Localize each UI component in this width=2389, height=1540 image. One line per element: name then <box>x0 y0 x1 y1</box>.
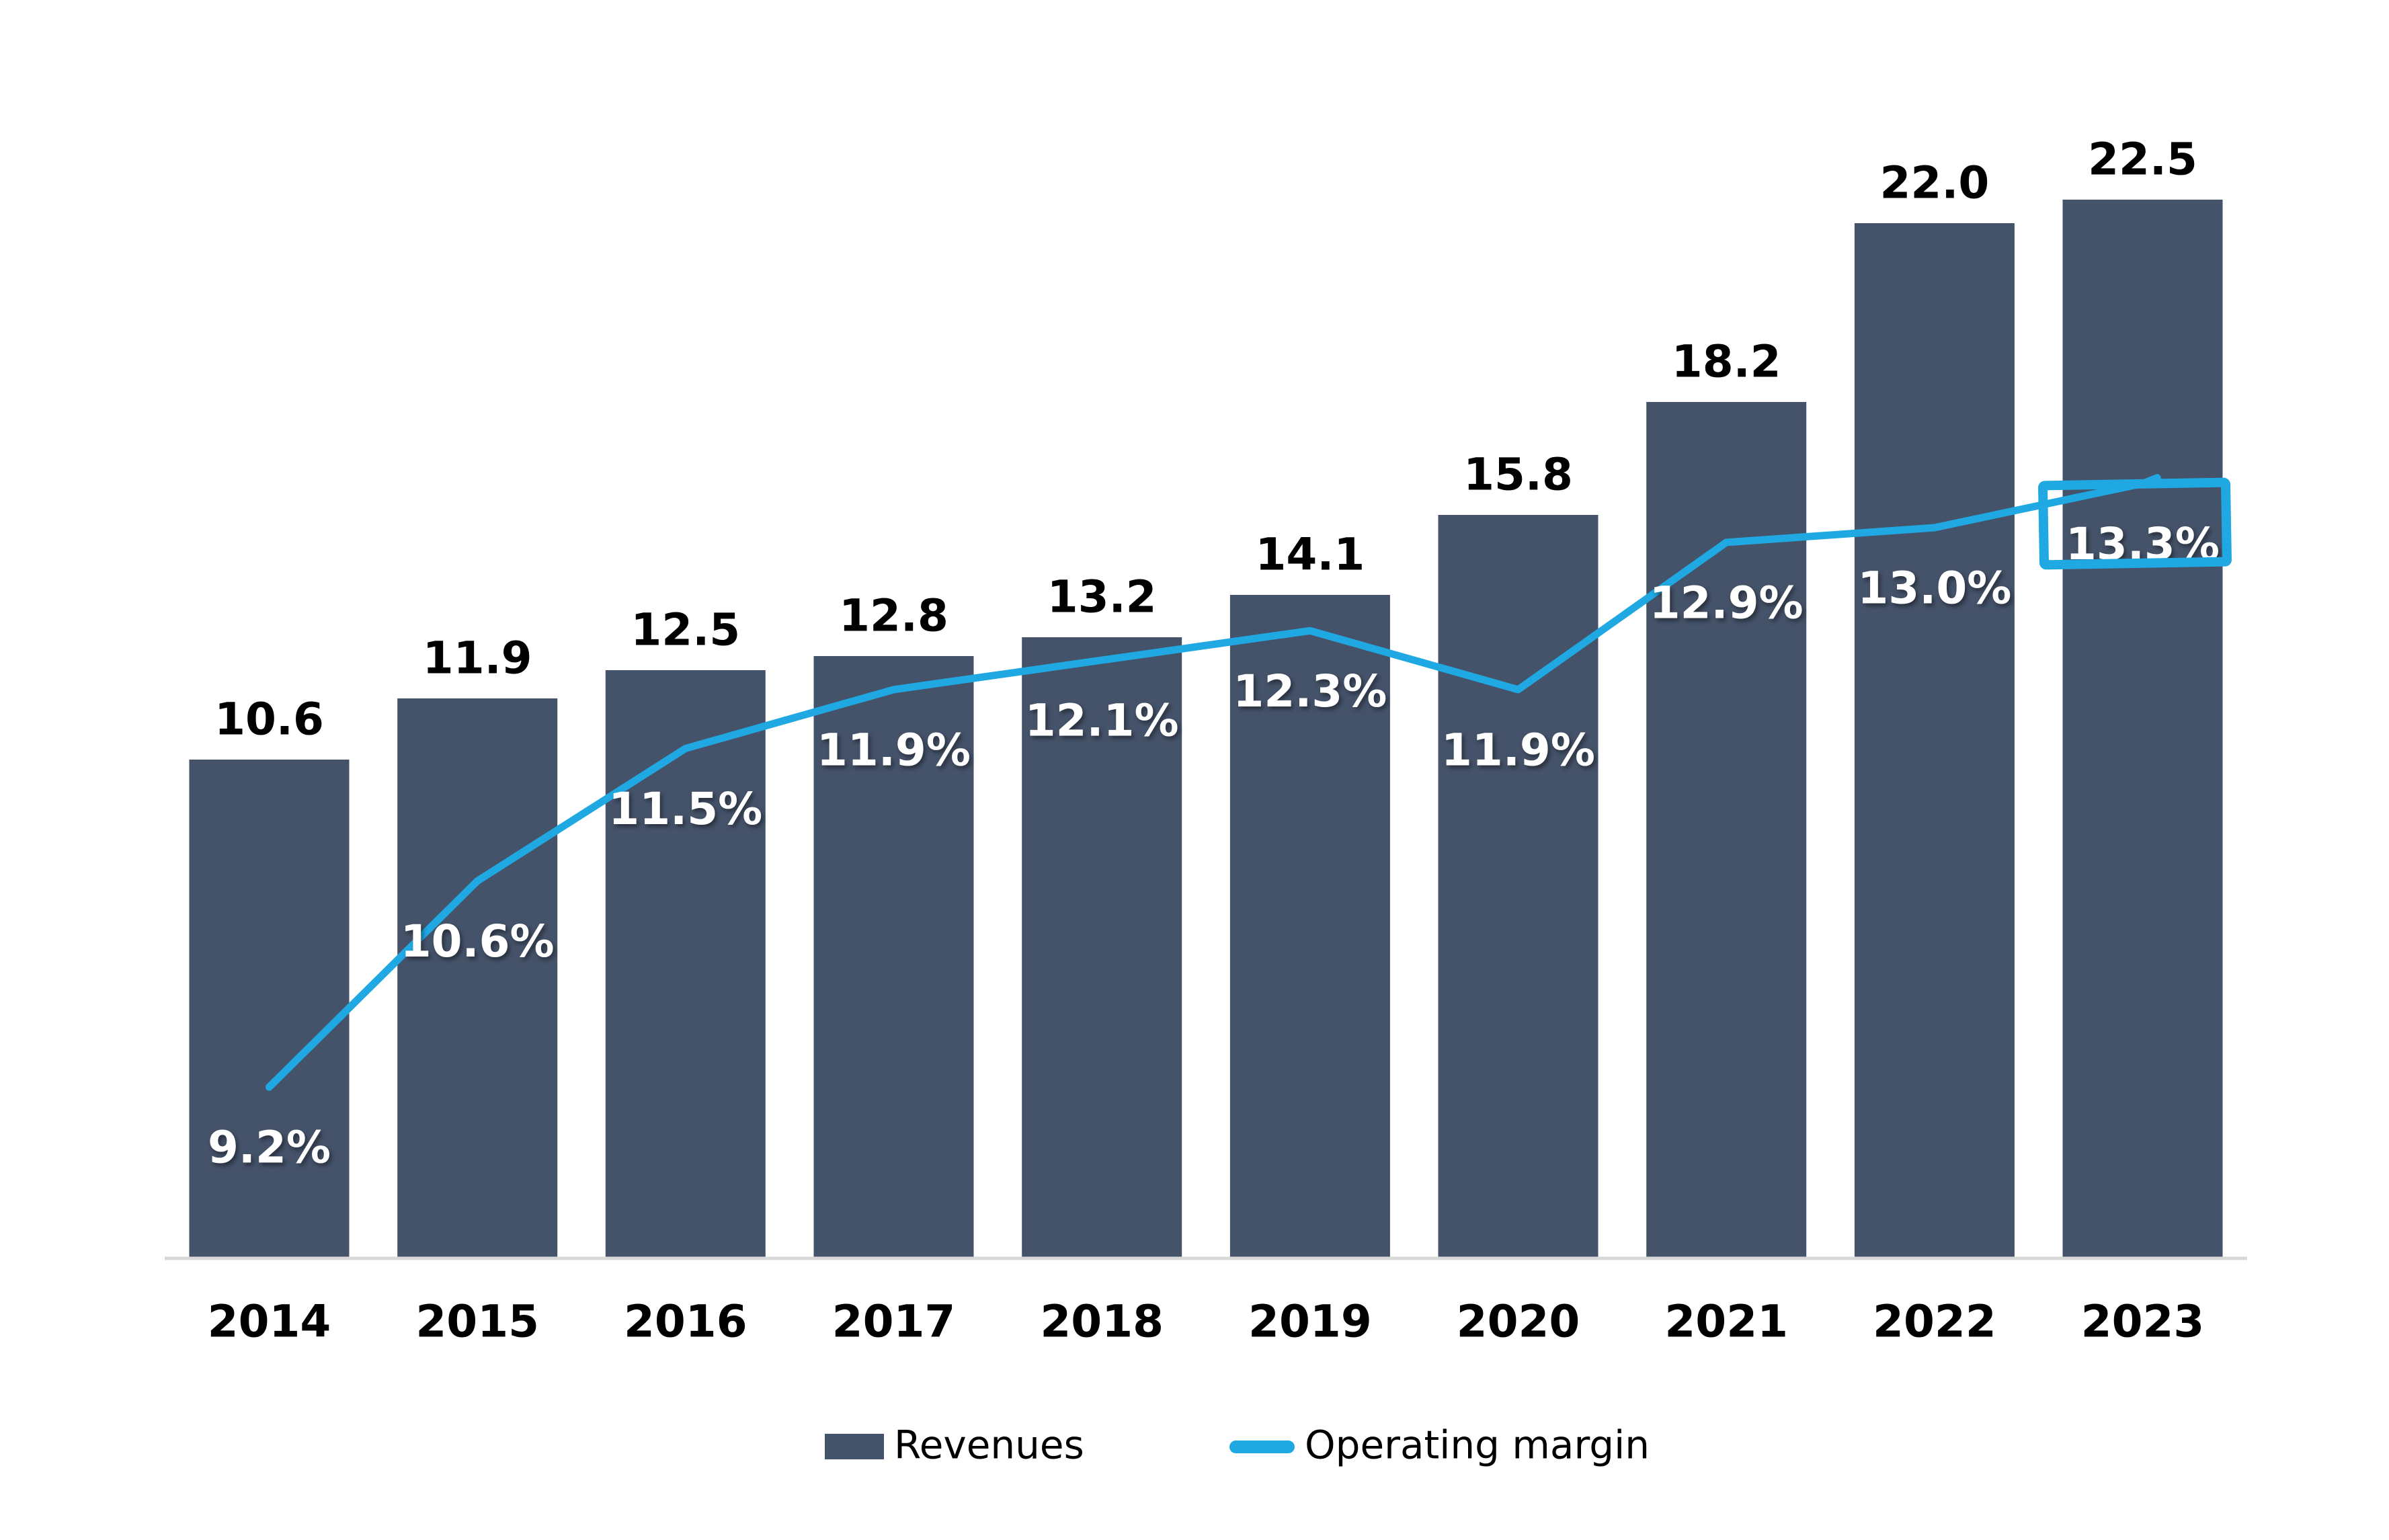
x-axis-label-2017: 2017 <box>832 1296 956 1348</box>
revenue-label-2022: 22.0 <box>1879 157 1989 209</box>
bar-2021 <box>1646 402 1807 1258</box>
x-axis-label-2020: 2020 <box>1457 1296 1580 1348</box>
operating-margin-label-2022: 13.0% <box>1857 563 2011 614</box>
revenue-label-2020: 15.8 <box>1463 449 1573 501</box>
revenue-label-2014: 10.6 <box>214 694 324 745</box>
x-axis-label-2023: 2023 <box>2081 1296 2205 1348</box>
revenue-label-2021: 18.2 <box>1672 336 1781 388</box>
revenue-label-2018: 13.2 <box>1047 571 1157 623</box>
bar-2016 <box>605 670 766 1258</box>
revenue-label-2023: 22.5 <box>2088 134 2197 186</box>
x-axis-label-2019: 2019 <box>1248 1296 1372 1348</box>
operating-margin-label-2014: 9.2% <box>208 1122 331 1174</box>
bar-2015 <box>397 698 558 1258</box>
revenue-label-2017: 12.8 <box>839 590 948 642</box>
bar-2022 <box>1854 223 2015 1258</box>
operating-margin-label-2021: 12.9% <box>1650 577 1804 629</box>
operating-margin-label-2015: 10.6% <box>401 916 555 967</box>
x-axis-label-2022: 2022 <box>1873 1296 1996 1348</box>
revenue-label-2019: 14.1 <box>1255 529 1365 581</box>
bar-2018 <box>1022 637 1182 1258</box>
operating-margin-label-2018: 12.1% <box>1025 695 1179 747</box>
bar-2019 <box>1229 595 1390 1258</box>
x-axis-label-2016: 2016 <box>624 1296 747 1348</box>
bar-2023 <box>2062 200 2223 1258</box>
revenue-label-2016: 12.5 <box>631 604 740 656</box>
operating-margin-label-2020: 11.9% <box>1441 724 1595 776</box>
bar-2020 <box>1438 515 1598 1258</box>
x-axis-label-2018: 2018 <box>1040 1296 1164 1348</box>
x-axis-label-2014: 2014 <box>208 1296 331 1348</box>
highlight-box-13-3-percent <box>2038 477 2232 570</box>
x-axis-label-2021: 2021 <box>1664 1296 1788 1348</box>
operating-margin-line <box>266 474 2161 1091</box>
operating-margin-label-2017: 11.9% <box>817 724 971 776</box>
operating-margin-label-2019: 12.3% <box>1233 665 1387 717</box>
bar-2017 <box>813 656 974 1258</box>
x-axis-label-2015: 2015 <box>415 1296 539 1348</box>
revenue-label-2015: 11.9 <box>423 633 532 684</box>
operating-margin-label-2016: 11.5% <box>608 783 762 835</box>
bar-2014 <box>189 760 350 1258</box>
